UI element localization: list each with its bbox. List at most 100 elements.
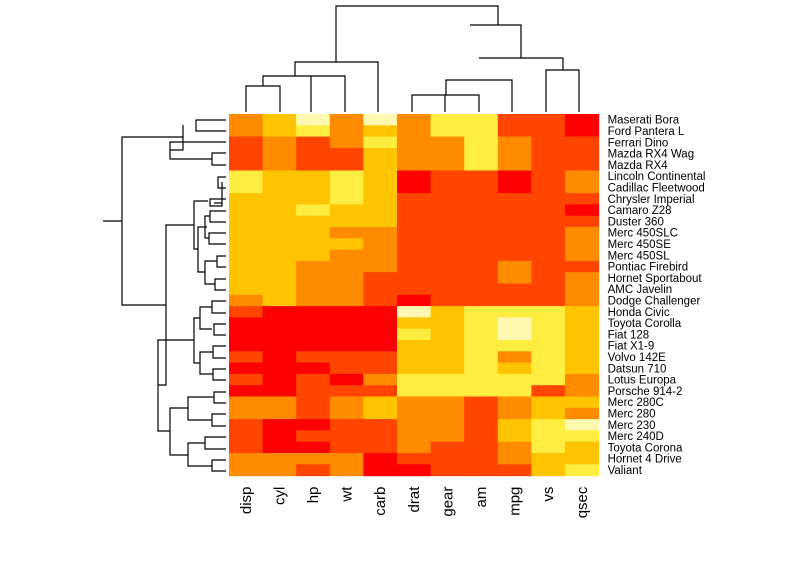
heatmap-cell: [329, 147, 364, 160]
heatmap-cell: [262, 294, 297, 307]
heatmap-cell: [229, 407, 264, 420]
heatmap-cell: [531, 249, 566, 262]
heatmap-cell: [296, 396, 331, 409]
heatmap-cell: [262, 373, 297, 386]
heatmap-cell: [296, 453, 331, 465]
heatmap-cell: [464, 204, 499, 217]
heatmap-cell: [397, 306, 432, 318]
heatmap-cell: [329, 215, 364, 228]
heatmap-cell: [296, 351, 331, 364]
heatmap-cell: [565, 294, 600, 307]
heatmap-cell: [229, 136, 264, 149]
heatmap-cell: [296, 430, 331, 443]
heatmap-cell: [296, 441, 331, 454]
heatmap-cell: [262, 249, 297, 262]
heatmap-cell: [329, 441, 364, 454]
heatmap-cell: [229, 306, 264, 318]
heatmap-cell: [430, 170, 465, 183]
heatmap-cell: [329, 453, 364, 465]
heatmap-cell: [229, 204, 264, 217]
column-label: vs: [540, 487, 557, 502]
heatmap-cell: [296, 215, 331, 228]
heatmap-cell: [430, 193, 465, 205]
heatmap-cell: [262, 317, 297, 330]
heatmap-cell: [329, 419, 364, 431]
heatmap-cell: [464, 373, 499, 386]
row-label: Merc 450SL: [608, 250, 671, 262]
heatmap-cell: [229, 430, 264, 443]
row-label: Lotus Europa: [608, 375, 677, 387]
heatmap-cell: [296, 283, 331, 296]
heatmap-cell: [363, 193, 398, 205]
heatmap-cell: [497, 362, 532, 375]
heatmap-cell: [464, 136, 499, 149]
heatmap-cell: [329, 136, 364, 149]
heatmap-cell: [430, 407, 465, 420]
row-label: Maserati Bora: [608, 115, 680, 127]
heatmap-cell: [397, 453, 432, 465]
heatmap-cell: [363, 453, 398, 465]
heatmap-cell: [229, 453, 264, 465]
heatmap-cell: [329, 407, 364, 420]
heatmap-cell: [229, 294, 264, 307]
heatmap-cell: [430, 159, 465, 172]
heatmap-cell: [397, 260, 432, 273]
heatmap-cell: [464, 441, 499, 454]
heatmap-cell: [296, 407, 331, 420]
heatmap-cell: [531, 204, 566, 217]
heatmap-cell: [363, 260, 398, 273]
heatmap-cell: [262, 396, 297, 409]
heatmap-cell: [565, 147, 600, 160]
heatmap-cell: [531, 317, 566, 330]
heatmap-cell: [497, 159, 532, 172]
heatmap-cell: [531, 453, 566, 465]
heatmap-cell: [296, 147, 331, 160]
row-label: Mazda RX4 Wag: [608, 149, 695, 161]
heatmap-cell: [397, 249, 432, 262]
heatmap-cell: [497, 464, 532, 477]
heatmap-cell: [229, 272, 264, 285]
heatmap-cell: [531, 125, 566, 138]
row-label: Camaro Z28: [608, 205, 672, 217]
heatmap-cell: [565, 373, 600, 386]
heatmap-cell: [363, 249, 398, 262]
heatmap-cell: [397, 441, 432, 454]
heatmap-cell: [363, 317, 398, 330]
heatmap-cell: [531, 362, 566, 375]
heatmap-cell: [329, 362, 364, 375]
heatmap-cell: [531, 215, 566, 228]
heatmap-cell: [262, 340, 297, 352]
heatmap-cell: [464, 114, 499, 126]
heatmap-cell: [565, 441, 600, 454]
row-label: Honda Civic: [608, 307, 670, 319]
heatmap-cell: [363, 215, 398, 228]
row-label: Ferrari Dino: [608, 137, 669, 149]
heatmap-cell: [397, 136, 432, 149]
heatmap-cell: [430, 283, 465, 296]
heatmap-cell: [229, 283, 264, 296]
heatmap-cell: [262, 283, 297, 296]
heatmap-cell: [229, 317, 264, 330]
heatmap-cell: [262, 227, 297, 239]
heatmap-cell: [397, 407, 432, 420]
heatmap-cell: [329, 430, 364, 443]
heatmap-cell: [262, 238, 297, 251]
heatmap-cell: [363, 204, 398, 217]
heatmap-cell: [397, 227, 432, 239]
heatmap-cell: [565, 362, 600, 375]
heatmap-cell: [296, 227, 331, 239]
heatmap-cell: [497, 419, 532, 431]
heatmap-cell: [430, 317, 465, 330]
heatmap-cell: [262, 272, 297, 285]
heatmap-cell: [497, 306, 532, 318]
heatmap-cell: [262, 159, 297, 172]
heatmap-cell: [397, 373, 432, 386]
row-label: Lincoln Continental: [608, 171, 706, 183]
heatmap-cell: [497, 125, 532, 138]
heatmap-cell: [464, 260, 499, 273]
heatmap-cell: [565, 328, 600, 341]
heatmap-cell: [430, 385, 465, 398]
heatmap-cell: [329, 306, 364, 318]
row-label: Mazda RX4: [608, 160, 669, 172]
heatmap-cell: [464, 430, 499, 443]
